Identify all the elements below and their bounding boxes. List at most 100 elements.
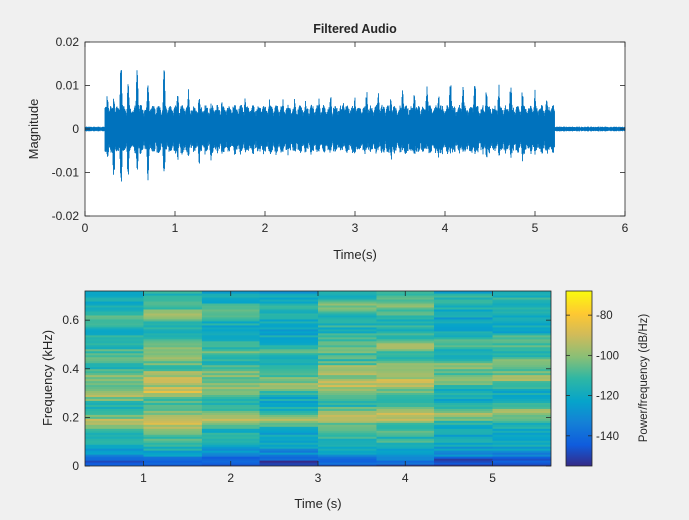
spectrogram-cell <box>143 318 203 322</box>
spectrogram-cell <box>259 374 319 378</box>
spectrogram-cell <box>85 292 145 296</box>
bottom-x-ticks: 1 2 3 4 5 <box>140 291 496 485</box>
spectrogram-cell <box>434 298 494 302</box>
spectrogram-cell <box>434 366 494 370</box>
spectrogram-cell <box>492 324 551 328</box>
spectrogram-cell <box>318 386 378 390</box>
spectrogram-cell <box>85 342 145 346</box>
spectrogram-cell <box>143 378 203 382</box>
spectrogram-cell <box>318 336 378 340</box>
spectrogram-cell <box>376 386 435 390</box>
spectrogram-cell <box>143 396 203 399</box>
spectrogram-cell <box>434 362 494 366</box>
spectrogram-cell <box>85 368 145 372</box>
spectrogram-cell <box>318 316 378 320</box>
spectrogram-cell <box>259 340 319 344</box>
spectrogram-cell <box>434 364 494 368</box>
spectrogram-cell <box>201 410 261 413</box>
spectrogram-cell <box>143 462 203 465</box>
spectrogram-cell <box>492 312 551 316</box>
spectrogram-cell <box>434 416 494 419</box>
bottom-y-tick-label: 0.2 <box>62 410 79 424</box>
spectrogram-cell <box>143 342 203 346</box>
spectrogram-cell <box>85 298 145 302</box>
spectrogram-cell <box>492 332 551 336</box>
spectrogram-cell <box>259 368 319 372</box>
spectrogram-cell <box>492 380 551 384</box>
spectrogram-cell <box>259 386 319 390</box>
spectrogram-cell <box>85 418 145 421</box>
spectrogram-cell <box>259 398 319 401</box>
spectrogram-cell <box>434 402 494 405</box>
spectrogram-cell <box>143 330 203 334</box>
spectrogram-cell <box>376 422 435 425</box>
spectrogram-cell <box>201 428 261 431</box>
spectrogram-cell <box>376 318 435 322</box>
spectrogram-cell <box>492 448 551 451</box>
spectrogram-cell <box>143 386 203 390</box>
colorbar-tick-label: -140 <box>596 431 619 443</box>
spectrogram-cell <box>143 350 203 354</box>
spectrogram-cell <box>85 424 145 427</box>
spectrogram-cell <box>492 388 551 392</box>
spectrogram-cell <box>143 428 203 431</box>
spectrogram-cell <box>318 348 378 352</box>
spectrogram-cell <box>376 394 435 397</box>
spectrogram-cell <box>143 346 203 350</box>
spectrogram-cell <box>85 432 145 435</box>
spectrogram-cell <box>85 334 145 338</box>
spectrogram-cell <box>492 392 551 396</box>
spectrogram-cell <box>376 396 435 399</box>
spectrogram-cell <box>201 396 261 399</box>
spectrogram-cell <box>376 400 435 403</box>
spectrogram-cell <box>201 328 261 332</box>
spectrogram-cell <box>492 304 551 308</box>
spectrogram-cell <box>434 306 494 310</box>
spectrogram-cell <box>376 404 435 407</box>
spectrogram-cell <box>434 420 494 423</box>
spectrogram-cell <box>85 390 145 394</box>
spectrogram-cell <box>434 334 494 338</box>
spectrogram-cell <box>201 330 261 334</box>
spectrogram-cell <box>201 334 261 338</box>
top-y-tick-label: 0.02 <box>56 35 80 49</box>
spectrogram-cell <box>376 458 435 461</box>
spectrogram-cell <box>376 398 435 401</box>
spectrogram-cell <box>376 356 435 360</box>
spectrogram-cell <box>434 316 494 320</box>
spectrogram-cell <box>376 296 435 300</box>
spectrogram-cell <box>318 340 378 344</box>
spectrogram-cell <box>492 356 551 360</box>
spectrogram-cell <box>85 402 145 405</box>
spectrogram-cell <box>143 316 203 320</box>
spectrogram-cell <box>201 440 261 443</box>
spectrogram-cell <box>318 300 378 304</box>
spectrogram-cell <box>318 291 378 294</box>
spectrogram-cell <box>201 302 261 306</box>
spectrogram-cell <box>259 422 319 425</box>
spectrogram-cell <box>434 414 494 417</box>
spectrogram-cell <box>85 450 145 453</box>
spectrogram-cell <box>318 418 378 421</box>
spectrogram-cell <box>318 362 378 366</box>
spectrogram-cell <box>376 420 435 423</box>
spectrogram-cell <box>434 320 494 324</box>
top-y-tick-label: -0.02 <box>52 209 80 223</box>
spectrogram-cell <box>492 460 551 463</box>
spectrogram-cell <box>492 340 551 344</box>
spectrogram-cell <box>143 344 203 348</box>
spectrogram-cell <box>376 444 435 447</box>
spectrogram-cell <box>259 404 319 407</box>
spectrogram-cell <box>492 426 551 429</box>
spectrogram-cell <box>201 458 261 461</box>
spectrogram-cell <box>259 291 319 294</box>
spectrogram-cell <box>434 456 494 459</box>
spectrogram-cell <box>434 292 494 296</box>
spectrogram-cell <box>492 440 551 443</box>
spectrogram-cell <box>259 388 319 392</box>
spectrogram-cell <box>259 382 319 386</box>
spectrogram-cell <box>143 416 203 419</box>
spectrogram <box>85 291 551 466</box>
spectrogram-cell <box>318 366 378 370</box>
spectrogram-cell <box>434 330 494 334</box>
